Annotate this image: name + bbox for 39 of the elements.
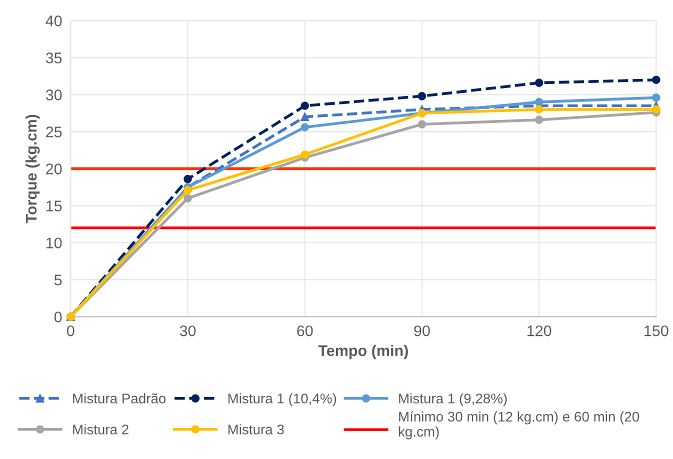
point bbox=[300, 123, 310, 132]
x-tick-label: 60 bbox=[297, 325, 313, 336]
legend-label: Mistura 2 bbox=[73, 424, 128, 434]
x-axis-title: Tempo (min) bbox=[318, 344, 408, 360]
point bbox=[300, 102, 310, 110]
legend-label: Mistura Padrão bbox=[73, 393, 166, 404]
legend-label: Mistura 3 bbox=[228, 424, 284, 434]
legend-label: Mistura 1 (10,4%) bbox=[228, 393, 336, 406]
x-tick-label: 30 bbox=[180, 325, 196, 336]
point bbox=[652, 93, 660, 102]
point bbox=[534, 78, 544, 87]
point bbox=[184, 186, 192, 194]
y-tick-label: 15 bbox=[46, 200, 62, 212]
x-tick-label: 90 bbox=[414, 325, 430, 336]
y-tick-label: 40 bbox=[46, 16, 62, 26]
y-tick-label: 25 bbox=[46, 126, 62, 138]
point bbox=[300, 150, 310, 159]
legend-label: Mistura 1 (9,28%) bbox=[399, 393, 507, 406]
y-tick-label: 35 bbox=[46, 52, 62, 64]
point bbox=[184, 174, 192, 184]
x-tick-label: 150 bbox=[644, 325, 668, 336]
point bbox=[652, 105, 660, 114]
y-tick-label: 0 bbox=[54, 312, 62, 322]
y-tick-label: 5 bbox=[54, 274, 62, 286]
point bbox=[534, 116, 544, 124]
x-tick-label: 0 bbox=[67, 325, 74, 336]
y-axis-title: Torque (kg.cm) bbox=[25, 114, 40, 224]
point bbox=[652, 76, 660, 84]
point bbox=[300, 112, 310, 122]
x-tick-label: 120 bbox=[527, 325, 552, 336]
point bbox=[418, 120, 426, 128]
y-tick-label: 20 bbox=[46, 164, 62, 174]
point bbox=[534, 98, 544, 106]
y-tick-label: 30 bbox=[46, 90, 62, 100]
y-tick-label: 10 bbox=[46, 238, 62, 248]
legend-label: Mínimo 30 min (12 kg.cm) e 60 min (20 kg.cm) bbox=[398, 411, 640, 440]
point bbox=[534, 105, 544, 114]
point bbox=[418, 92, 426, 100]
point bbox=[184, 194, 192, 202]
